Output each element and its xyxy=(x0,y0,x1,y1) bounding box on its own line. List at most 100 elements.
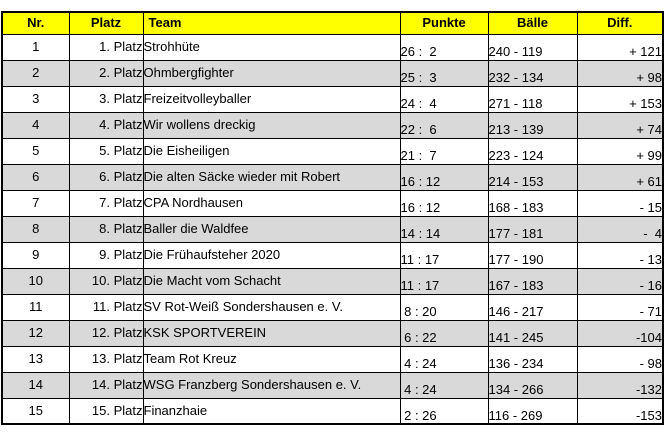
cell-team: Die alten Säcke wieder mit Robert xyxy=(142,163,401,191)
cell-diff: - 16 xyxy=(576,267,664,295)
standings-table: Nr. Platz Team Punkte Bälle Diff. 1 1. Platz St… xyxy=(1,11,664,425)
cell-punkte: 26 : 2 xyxy=(399,33,489,61)
cell-diff: - 4 xyxy=(576,215,664,243)
cell-diff: + 153 xyxy=(576,85,664,113)
cell-baelle: 213 - 139 xyxy=(487,111,578,139)
table-header: Nr. Platz Team Punkte Bälle Diff. xyxy=(1,11,664,35)
cell-nr: 3 xyxy=(1,85,70,113)
table-row: 2 2. Platz Ohmbergfighter 25 : 3 232 - 134 + … xyxy=(1,59,664,87)
cell-baelle: 232 - 134 xyxy=(487,59,578,87)
cell-nr: 8 xyxy=(1,215,70,243)
table-row: 8 8. Platz Baller die Waldfee 14 : 14 177 - … xyxy=(1,215,664,243)
cell-team: Ohmbergfighter xyxy=(142,59,401,87)
table-row: 1 1. Platz Strohhüte 26 : 2 240 - 119 + 121 xyxy=(1,33,664,61)
cell-diff: + 61 xyxy=(576,163,664,191)
cell-diff: + 74 xyxy=(576,111,664,139)
cell-diff: -132 xyxy=(576,371,664,399)
cell-baelle: 167 - 183 xyxy=(487,267,578,295)
cell-nr: 13 xyxy=(1,345,70,373)
table-row: 3 3. Platz Freizeitvolleyballer 24 : 4 271 -… xyxy=(1,85,664,113)
cell-team: Finanzhaie xyxy=(142,397,401,425)
cell-platz: 3. Platz xyxy=(68,85,144,113)
cell-punkte: 16 : 12 xyxy=(399,163,489,191)
cell-punkte: 6 : 22 xyxy=(399,319,489,347)
cell-diff: + 121 xyxy=(576,33,664,61)
cell-team: Strohhüte xyxy=(142,33,401,61)
column-header-team: Team xyxy=(142,11,401,35)
header-row: Nr. Platz Team Punkte Bälle Diff. xyxy=(1,11,664,35)
cell-baelle: 177 - 190 xyxy=(487,241,578,269)
table-row: 7 7. Platz CPA Nordhausen 16 : 12 168 - 183-… xyxy=(1,189,664,217)
column-header-nr: Nr. xyxy=(1,11,70,35)
cell-diff: + 98 xyxy=(576,59,664,87)
cell-nr: 15 xyxy=(1,397,70,425)
table-row: 12 12. Platz KSK SPORTVEREIN 6 : 22 141 - 2… xyxy=(1,319,664,347)
table-row: 10 10. Platz Die Macht vom Schacht 11 : 17 1… xyxy=(1,267,664,295)
cell-platz: 7. Platz xyxy=(68,189,144,217)
cell-team: Die Frühaufsteher 2020 xyxy=(142,241,401,269)
table-body: 1 1. Platz Strohhüte 26 : 2 240 - 119 + 121 2 2… xyxy=(1,33,664,425)
cell-nr: 11 xyxy=(1,293,70,321)
cell-nr: 6 xyxy=(1,163,70,191)
column-header-diff: Diff. xyxy=(576,11,664,35)
cell-platz: 12. Platz xyxy=(68,319,144,347)
cell-nr: 1 xyxy=(1,33,70,61)
cell-platz: 11. Platz xyxy=(68,293,144,321)
cell-diff: - 13 xyxy=(576,241,664,269)
page: Nr. Platz Team Punkte Bälle Diff. 1 1. Platz St… xyxy=(1,11,664,425)
cell-platz: 9. Platz xyxy=(68,241,144,269)
cell-diff: -153 xyxy=(576,397,664,425)
cell-platz: 1. Platz xyxy=(68,33,144,61)
cell-platz: 14. Platz xyxy=(68,371,144,399)
table-row: 15 15. Platz Finanzhaie 2 : 26 116 - 269 -15… xyxy=(1,397,664,425)
cell-baelle: 134 - 266 xyxy=(487,371,578,399)
column-header-punkte: Punkte xyxy=(399,11,489,35)
cell-team: Freizeitvolleyballer xyxy=(142,85,401,113)
cell-punkte: 14 : 14 xyxy=(399,215,489,243)
cell-baelle: 271 - 118 xyxy=(487,85,578,113)
table-row: 6 6. Platz Die alten Säcke wieder mit Robe… xyxy=(1,163,664,191)
cell-baelle: 177 - 181 xyxy=(487,215,578,243)
cell-nr: 9 xyxy=(1,241,70,269)
column-header-baelle: Bälle xyxy=(487,11,578,35)
cell-team: Wir wollens dreckig xyxy=(142,111,401,139)
cell-team: Baller die Waldfee xyxy=(142,215,401,243)
table-row: 13 13. Platz Team Rot Kreuz 4 : 24 136 - 23… xyxy=(1,345,664,373)
cell-punkte: 22 : 6 xyxy=(399,111,489,139)
cell-nr: 2 xyxy=(1,59,70,87)
cell-nr: 4 xyxy=(1,111,70,139)
cell-baelle: 141 - 245 xyxy=(487,319,578,347)
table-row: 9 9. Platz Die Frühaufsteher 2020 11 : 17 17… xyxy=(1,241,664,269)
cell-baelle: 168 - 183 xyxy=(487,189,578,217)
cell-nr: 5 xyxy=(1,137,70,165)
cell-platz: 2. Platz xyxy=(68,59,144,87)
cell-nr: 14 xyxy=(1,371,70,399)
cell-nr: 7 xyxy=(1,189,70,217)
table-row: 14 14. Platz WSG Franzberg Sondershausen e… xyxy=(1,371,664,399)
column-header-platz: Platz xyxy=(68,11,144,35)
cell-punkte: 24 : 4 xyxy=(399,85,489,113)
cell-punkte: 4 : 24 xyxy=(399,345,489,373)
cell-baelle: 214 - 153 xyxy=(487,163,578,191)
cell-baelle: 240 - 119 xyxy=(487,33,578,61)
cell-platz: 8. Platz xyxy=(68,215,144,243)
cell-punkte: 11 : 17 xyxy=(399,241,489,269)
table-row: 5 5. Platz Die Eisheiligen 21 : 7 223 - 124 +… xyxy=(1,137,664,165)
cell-diff: -104 xyxy=(576,319,664,347)
cell-team: WSG Franzberg Sondershausen e. V. xyxy=(142,371,401,399)
cell-platz: 15. Platz xyxy=(68,397,144,425)
cell-punkte: 2 : 26 xyxy=(399,397,489,425)
cell-punkte: 21 : 7 xyxy=(399,137,489,165)
cell-punkte: 11 : 17 xyxy=(399,267,489,295)
cell-platz: 10. Platz xyxy=(68,267,144,295)
cell-baelle: 116 - 269 xyxy=(487,397,578,425)
cell-platz: 5. Platz xyxy=(68,137,144,165)
cell-platz: 13. Platz xyxy=(68,345,144,373)
cell-team: CPA Nordhausen xyxy=(142,189,401,217)
cell-team: SV Rot-Weiß Sondershausen e. V. xyxy=(142,293,401,321)
cell-diff: - 71 xyxy=(576,293,664,321)
cell-team: Die Eisheiligen xyxy=(142,137,401,165)
cell-baelle: 223 - 124 xyxy=(487,137,578,165)
cell-diff: - 98 xyxy=(576,345,664,373)
cell-diff: - 15 xyxy=(576,189,664,217)
